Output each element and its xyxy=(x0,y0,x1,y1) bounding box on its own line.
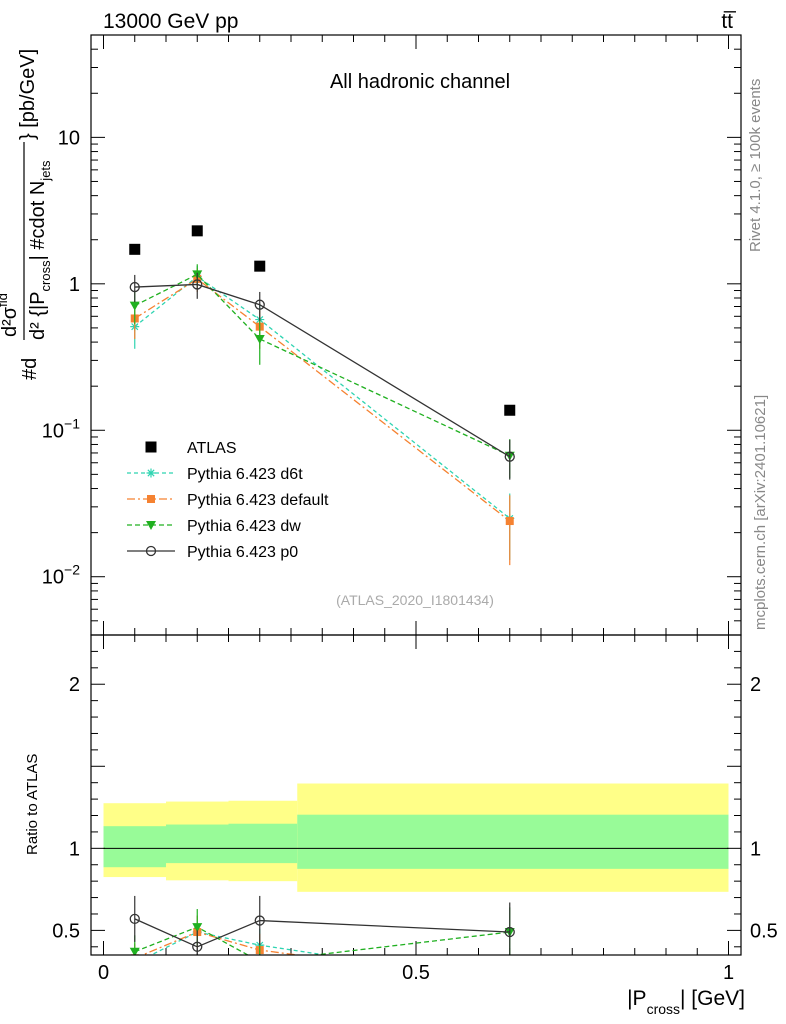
ylabel-part-a: #d xyxy=(19,358,41,380)
ratio-point-pythia-6-423-d6t xyxy=(130,959,139,968)
analysis-id: (ATLAS_2020_I1801434) xyxy=(336,592,494,608)
point-pythia-6-423-p0 xyxy=(254,299,265,310)
ratio-point-pythia-6-423-p0 xyxy=(129,913,140,925)
legend-marker-pythia-6-423-p0 xyxy=(145,545,157,557)
legend-label-atlas: ATLAS xyxy=(187,440,237,457)
top-ytick-label: 1 xyxy=(69,274,80,296)
ratio-line-pythia-6-423-p0 xyxy=(134,918,510,948)
point-atlas xyxy=(504,404,516,416)
top-ytick-label: 10−2 xyxy=(42,562,80,589)
ratio-point-pythia-6-423-default xyxy=(506,979,514,987)
band-inner-1 xyxy=(166,824,229,864)
ratio-line-pythia-6-423-d6t xyxy=(149,931,330,955)
ratio-point-pythia-6-423-p0 xyxy=(504,926,515,938)
y-axis-label: #d d²σfid d² {|Pcross| #cdot Njets } [pb… xyxy=(0,49,53,380)
band-inner-3 xyxy=(297,814,729,869)
legend-label-pythia-6-423-d6t: Pythia 6.423 d6t xyxy=(187,466,303,483)
source-credit: mcplots.cern.ch [arXiv:2401.10621] xyxy=(752,395,769,630)
ratio-point-pythia-6-423-dw xyxy=(192,923,203,933)
legend-marker-atlas xyxy=(145,441,157,453)
x-axis-label: |Pcross| [GeV] xyxy=(627,987,745,1017)
ratio-ytick-label: 2 xyxy=(69,674,80,696)
legend-label-pythia-6-423-dw: Pythia 6.423 dw xyxy=(187,518,301,535)
line-pythia-6-423-p0 xyxy=(134,283,511,458)
point-pythia-6-423-dw xyxy=(129,301,140,311)
band-inner-2 xyxy=(228,823,298,864)
ratio-ytick-label-right: 2 xyxy=(750,674,761,696)
ylabel-denominator: d² {|P xyxy=(27,291,49,340)
ratio-series xyxy=(129,895,515,987)
legend: ATLAS Pythia 6.423 d6t Pythia 6.423 defaul… xyxy=(127,440,329,561)
ratio-point-pythia-6-423-dw xyxy=(129,947,140,955)
ratio-ytick-label: 1 xyxy=(69,838,80,860)
point-pythia-6-423-p0 xyxy=(129,281,140,293)
ratio-ytick-label: 0.5 xyxy=(52,920,80,942)
ylabel-denominator-sub: cross xyxy=(38,260,53,292)
legend-label-pythia-6-423-default: Pythia 6.423 default xyxy=(187,492,329,509)
rivet-version: Rivet 4.1.0, ≥ 100k events xyxy=(747,79,764,252)
point-pythia-6-423-p0 xyxy=(504,451,515,462)
svg-text:#d: #d xyxy=(19,358,41,380)
tick-labels: 10−2 10−1 1 10 0.5 0.5 1 1 2 2 0 0.5 1 xyxy=(42,127,778,984)
energy-label: 13000 GeV pp xyxy=(103,10,238,33)
top-ytick-label: 10 xyxy=(58,127,80,149)
line-pythia-6-423-d6t xyxy=(134,275,511,519)
top-series xyxy=(129,225,516,566)
legend-marker-pythia-6-423-default xyxy=(147,495,155,503)
xtick-label: 1 xyxy=(723,962,734,984)
point-pythia-6-423-dw xyxy=(254,334,265,344)
xtick-label: 0 xyxy=(98,962,109,984)
uncertainty-bands xyxy=(103,783,729,892)
point-atlas xyxy=(191,225,203,237)
process-label: tt̅ xyxy=(721,10,737,33)
ratio-plot-frame xyxy=(90,634,742,956)
point-atlas xyxy=(254,260,266,272)
svg-text:d²σfid: d²σfid xyxy=(0,293,21,337)
point-atlas xyxy=(129,243,141,255)
ratio-ytick-label-right: 1 xyxy=(750,838,761,860)
ratio-point-pythia-6-423-p0 xyxy=(192,941,203,952)
xtick-label: 0.5 xyxy=(402,962,430,984)
ratio-ytick-label-right: 0.5 xyxy=(750,920,778,942)
ratio-point-pythia-6-423-dw xyxy=(255,958,265,967)
xlabel-sub: cross xyxy=(647,1001,680,1017)
band-inner-0 xyxy=(103,826,166,868)
ratio-axis-label: Ratio to ATLAS xyxy=(24,754,41,855)
point-pythia-6-423-default xyxy=(505,517,514,526)
ylabel-numerator-sub: fid xyxy=(0,293,10,307)
ratio-point-pythia-6-423-p0 xyxy=(254,915,265,926)
xlabel-unit: | [GeV] xyxy=(680,987,745,1010)
legend-marker-pythia-6-423-d6t xyxy=(146,468,156,478)
ylabel-denominator-mid: | #cdot N xyxy=(27,181,49,261)
xlabel-main: |P xyxy=(627,987,646,1010)
legend-marker-pythia-6-423-dw xyxy=(146,521,156,530)
point-pythia-6-423-p0 xyxy=(192,279,203,290)
axis-ticks xyxy=(91,34,741,955)
legend-label-pythia-6-423-p0: Pythia 6.423 p0 xyxy=(187,544,298,561)
ylabel-denominator-sub2: jets xyxy=(38,160,53,182)
ylabel-units: } [pb/GeV] xyxy=(17,49,39,140)
top-ytick-label: 10−1 xyxy=(42,415,80,442)
line-pythia-6-423-dw xyxy=(134,273,511,457)
line-pythia-6-423-default xyxy=(134,278,511,522)
ratio-line-pythia-6-423-default xyxy=(140,931,303,955)
ratio-line-pythia-6-423-dw xyxy=(134,926,510,955)
ratio-point-pythia-6-423-d6t xyxy=(505,978,514,987)
chart-title: All hadronic channel xyxy=(330,71,510,93)
ylabel-numerator: d²σ xyxy=(0,306,21,337)
svg-text:d² {|Pcross| #cdot Njets: d² {|Pcross| #cdot Njets xyxy=(27,160,53,340)
